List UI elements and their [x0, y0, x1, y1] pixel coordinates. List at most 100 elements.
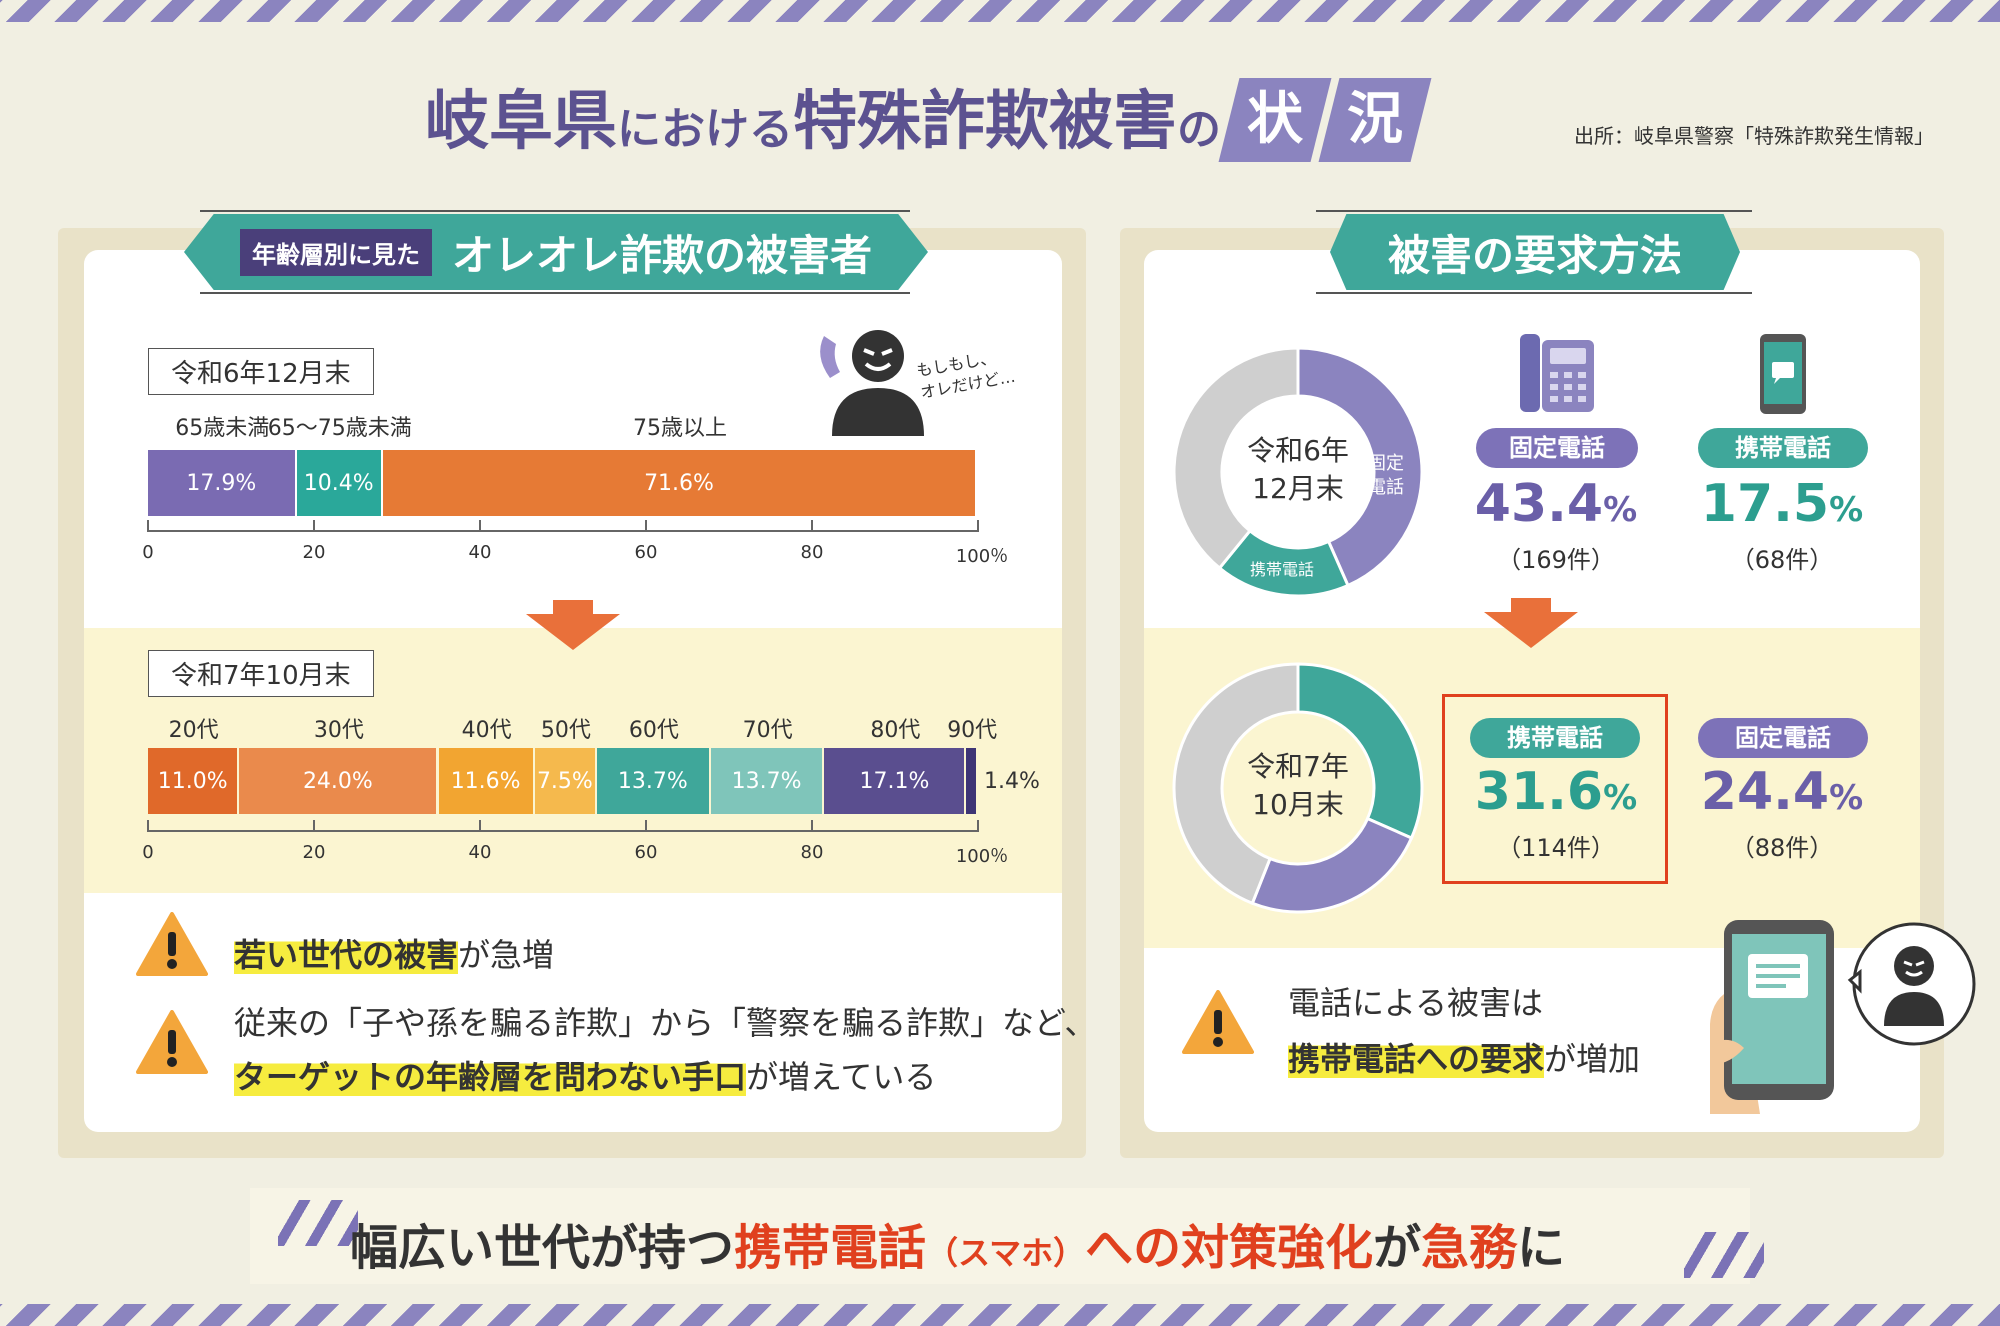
- chart2-bar-segment: 7.5%: [534, 748, 596, 814]
- title-part-3: 特殊詐欺被害: [793, 85, 1177, 159]
- scammer-eyes: [863, 348, 893, 356]
- scammer-body: [832, 388, 924, 436]
- bottom-red-1-small-wrap: （スマホ）: [926, 1220, 1085, 1276]
- chart1-category-label: 75歳以上: [633, 416, 728, 441]
- bottom-red-3: 急務: [1421, 1220, 1518, 1276]
- bottom-pre: 幅広い世代が持つ: [350, 1220, 735, 1276]
- right-message-2-highlight: 携帯電話への要求: [1288, 1040, 1545, 1078]
- scammer-grin-2: [1905, 970, 1923, 977]
- chart1-tick-label: 40: [468, 542, 492, 563]
- donut2-slice: [1172, 662, 1300, 906]
- p2-item2-pill: 固定電話: [1698, 718, 1868, 758]
- donut1-slice: [1296, 346, 1424, 588]
- bottom-red-1: 携帯電話: [734, 1220, 927, 1276]
- donut1-center-line2: 12月末: [1252, 472, 1344, 505]
- right-ribbon-line-top: [1316, 210, 1752, 212]
- p1-item2-pill: 携帯電話: [1698, 428, 1868, 468]
- title-part-6: 況: [1347, 87, 1403, 152]
- chart1-tick-label: 60: [634, 542, 658, 563]
- chart2-tick: [313, 820, 315, 832]
- title-part-6-box: 況: [1318, 78, 1432, 162]
- chart1-tick-label: 100％: [955, 546, 1009, 567]
- p1-item2-percent: 17.5%: [1682, 474, 1882, 534]
- title-part-2: における: [617, 104, 793, 155]
- slash-decoration-left: [278, 1200, 358, 1246]
- right-ribbon-heading: 被害の要求方法: [1387, 230, 1682, 280]
- chart2-category-label: 90代: [947, 718, 998, 743]
- right-ribbon: 被害の要求方法: [1330, 214, 1740, 290]
- bottom-red-2: への対策強化: [1085, 1220, 1374, 1276]
- p2-item2-percent-value: 24.4: [1700, 762, 1830, 822]
- p2-item2-percent-unit: %: [1829, 778, 1864, 818]
- warning-icon: [136, 912, 208, 976]
- chart1-tick: [645, 520, 647, 532]
- p1-item1-percent-unit: %: [1603, 490, 1638, 530]
- p2-item1-count: （114件）: [1497, 834, 1615, 862]
- chart1-tick: [313, 520, 315, 532]
- chart1-bar-segment: 10.4%: [296, 450, 381, 516]
- chart1-axis: [148, 530, 978, 532]
- right-message-2: 携帯電話への要求が増加: [1288, 1034, 1640, 1080]
- chart1-tick: [977, 520, 979, 532]
- donut2-slice: [1250, 816, 1414, 914]
- donut1-landline-label-1: 固定: [1368, 453, 1404, 474]
- left-message-1-rest: が急増: [458, 936, 555, 974]
- thought-bubble-tail: [1847, 968, 1862, 994]
- p1-item2-percent-value: 17.5: [1700, 474, 1830, 534]
- donut2-center-line1: 令和7年: [1247, 750, 1349, 783]
- scammer-eyes-2: [1903, 960, 1925, 967]
- donut-chart-2: [1172, 662, 1424, 914]
- bottom-red-1-small: （スマホ）: [926, 1234, 1086, 1272]
- chart1-tick: [811, 520, 813, 532]
- title-part-5: 状: [1247, 87, 1303, 152]
- left-ribbon: 年齢層別に見た オレオレ詐欺の被害者: [184, 214, 928, 290]
- top-stripe: [0, 0, 2000, 22]
- chart2-value-label: 7.5%: [536, 768, 593, 794]
- donut1-landline-label-2: 電話: [1368, 477, 1404, 498]
- left-ribbon-heading: オレオレ詐欺の被害者: [451, 230, 872, 280]
- chart2-value-label: 13.7%: [731, 768, 802, 794]
- right-down-arrow: [1484, 598, 1578, 648]
- scammer-grin: [864, 362, 892, 371]
- p2-item1-percent: 31.6%: [1456, 762, 1656, 822]
- donut2-center-line2: 10月末: [1252, 788, 1344, 821]
- p2-item1-percent-value: 31.6: [1474, 762, 1604, 822]
- chart2-bar-segment: 17.1%: [824, 748, 965, 814]
- p1-item2-percent-unit: %: [1829, 490, 1864, 530]
- right-down-arrow-shape: [1484, 598, 1578, 648]
- chart1-value-label: 17.9%: [186, 470, 257, 496]
- chart1-value-label: 10.4%: [303, 470, 374, 496]
- chart2-value-label: 11.6%: [450, 768, 521, 794]
- scammer-body-2: [1884, 992, 1944, 1026]
- chart2-tick: [479, 820, 481, 832]
- donut1-center-label: 令和6年 12月末: [1238, 432, 1358, 508]
- chart1-bar-segment: 71.6%: [382, 450, 976, 516]
- bottom-post: に: [1517, 1220, 1566, 1276]
- title-part-5-box: 状: [1218, 78, 1332, 162]
- chart2-tick-label: 40: [468, 842, 492, 863]
- bottom-mid: が: [1373, 1220, 1422, 1276]
- right-message-2-rest: が増加: [1544, 1040, 1641, 1078]
- chart2-bar-segment: 13.7%: [597, 748, 709, 814]
- donut-chart-1: [1172, 346, 1424, 598]
- source-note: 出所：岐阜県警察「特殊詐欺発生情報」: [1574, 124, 1934, 148]
- left-message-3-rest: が増えている: [746, 1058, 937, 1096]
- scammer-head: [852, 330, 904, 382]
- chart1-bar-segment: 17.9%: [148, 450, 295, 516]
- p1-item1-percent: 43.4%: [1456, 474, 1656, 534]
- message-lines: [1756, 964, 1800, 988]
- phone-receiver-icon: [820, 336, 840, 378]
- p1-item1-pill: 固定電話: [1476, 428, 1638, 468]
- p2-item2-percent: 24.4%: [1682, 762, 1882, 822]
- left-down-arrow: [526, 600, 620, 650]
- right-ribbon-line-bottom: [1316, 292, 1752, 294]
- scammer-head-2: [1894, 946, 1934, 986]
- p2-item2-count: （88件）: [1730, 834, 1834, 862]
- chart1-value-label: 71.6%: [644, 470, 714, 496]
- donut2-slice: [1296, 662, 1424, 840]
- p1-item1-percent-value: 43.4: [1474, 474, 1604, 534]
- chart2-category-label: 60代: [628, 718, 679, 743]
- chart1-tick: [147, 520, 149, 532]
- chart2-category-label: 20代: [168, 718, 219, 743]
- chart2-bar-segment: 24.0%: [239, 748, 437, 814]
